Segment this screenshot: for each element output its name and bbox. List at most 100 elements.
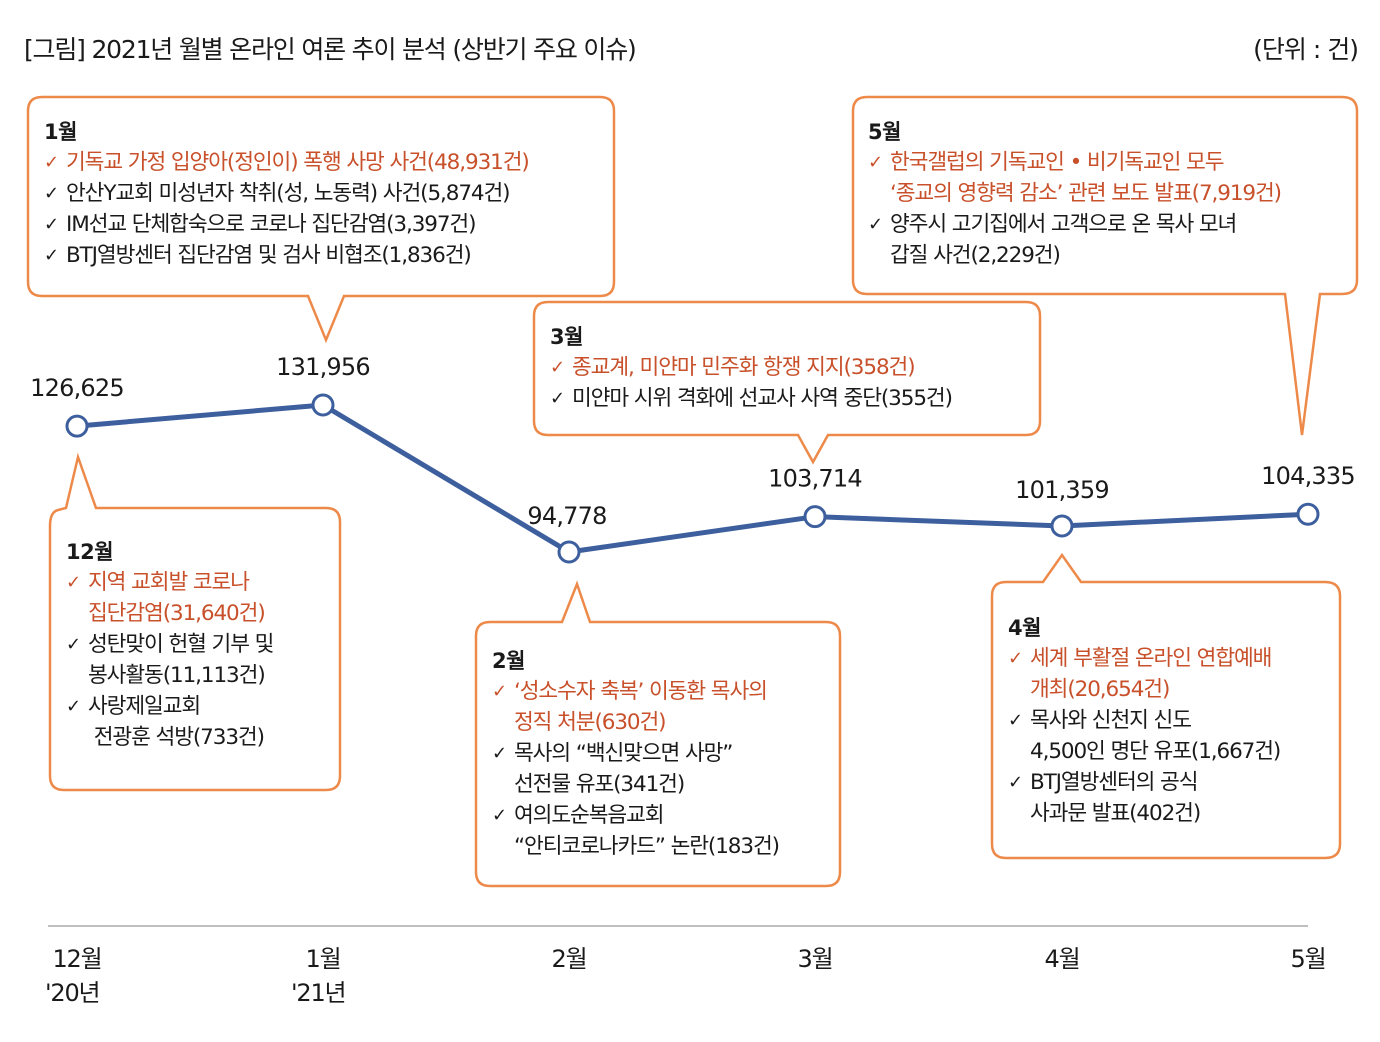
callout-item-text: 미얀마 시위 격화에 선교사 사역 중단(355건) — [572, 386, 953, 411]
data-point-marker — [1296, 502, 1320, 526]
data-label: 131,956 — [276, 353, 370, 381]
callout-bubble-dec — [48, 452, 342, 792]
callout-item-text: 세계 부활절 온라인 연합예배 — [1030, 646, 1272, 671]
callout-item-text: BTJ열방센터 집단감염 및 검사 비협조(1,836건) — [66, 243, 472, 268]
callout-mar: 3월 ✓ 종교계, 미얀마 민주화 항쟁 지지(358건) ✓ 미얀마 시위 격화에 선… — [550, 322, 953, 414]
callout-item-text: BTJ열방센터의 공식 — [1030, 770, 1199, 795]
check-icon: ✓ — [44, 245, 59, 266]
callout-item-text: 전광훈 석방(733건) — [88, 725, 265, 750]
data-point-marker — [311, 393, 335, 417]
check-icon: ✓ — [492, 743, 507, 764]
callout-month: 1월 — [44, 120, 77, 144]
check-icon: ✓ — [44, 214, 59, 235]
callout-item: ✓ 양주시 고기집에서 고객으로 온 목사 모녀 갑질 사건(2,229건) — [868, 209, 1281, 271]
data-point-marker — [65, 414, 89, 438]
check-icon: ✓ — [868, 152, 883, 173]
callout-item-text: 4,500인 명단 유포(1,667건) — [1030, 739, 1281, 764]
data-point-marker — [557, 540, 581, 564]
callout-month: 2월 — [492, 649, 525, 673]
callout-item-text: 봉사활동(11,113건) — [88, 663, 266, 688]
check-icon: ✓ — [550, 357, 565, 378]
x-tick-label: 3월 — [775, 942, 855, 976]
x-tick-year: '20년 — [45, 979, 101, 1007]
check-icon: ✓ — [44, 183, 59, 204]
x-tick-year: '21년 — [291, 979, 347, 1007]
x-tick-month: 2월 — [551, 945, 588, 973]
callout-item-highlight: ✓ 세계 부활절 온라인 연합예배 개최(20,654건) — [1008, 643, 1280, 705]
callout-item-text: 지역 교회발 코로나 — [88, 570, 250, 595]
callout-may: 5월 ✓ 한국갤럽의 기독교인 • 비기독교인 모두 ‘종교의 영향력 감소’ 관련 … — [868, 117, 1282, 271]
data-label: 94,778 — [527, 502, 606, 530]
data-label: 101,359 — [1015, 476, 1109, 504]
callout-bubble-may — [851, 95, 1359, 436]
unit-label: (단위 : 건) — [1253, 35, 1359, 64]
check-icon: ✓ — [1008, 648, 1023, 669]
callout-bubble-jan — [26, 95, 616, 344]
callout-item: ✓ 여의도순복음교회 “안티코로나카드” 논란(183건) — [492, 800, 780, 862]
callout-month: 3월 — [550, 325, 583, 349]
callout-bubble-apr — [990, 552, 1342, 860]
callout-bubble-feb — [474, 580, 842, 888]
callout-apr: 4월 ✓ 세계 부활절 온라인 연합예배 개최(20,654건) ✓ 목사와 신천지 신도… — [1008, 613, 1281, 829]
callout-item-text: 여의도순복음교회 — [514, 803, 665, 828]
callout-month: 12월 — [66, 540, 114, 564]
check-icon: ✓ — [492, 805, 507, 826]
callout-item-text: 집단감염(31,640건) — [88, 601, 266, 626]
check-icon: ✓ — [492, 681, 507, 702]
callout-item-text: IM선교 단체합숙으로 코로나 집단감염(3,397건) — [66, 212, 477, 237]
callout-item-text: 사랑제일교회 — [88, 694, 201, 719]
x-tick-label: 2월 — [529, 942, 609, 976]
callout-bubble-mar — [532, 300, 1042, 465]
data-point-marker — [1050, 514, 1074, 538]
chart-title: [그림] 2021년 월별 온라인 여론 추이 분석 (상반기 주요 이슈) — [24, 35, 637, 64]
callout-item-text: 성탄맞이 헌혈 기부 및 — [88, 632, 274, 657]
callout-item-text: 안산Y교회 미성년자 착취(성, 노동력) 사건(5,874건) — [66, 181, 511, 206]
x-tick-label: 4월 — [1022, 942, 1102, 976]
callout-item: ✓ 목사의 “백신맞으면 사망” 선전물 유포(341건) — [492, 738, 779, 800]
series-line — [76, 402, 1309, 555]
callout-item-highlight: ✓ 기독교 가정 입양아(정인이) 폭행 사망 사건(48,931건) — [44, 147, 530, 178]
callout-item-text: 갑질 사건(2,229건) — [890, 243, 1061, 268]
callout-item-text: 기독교 가정 입양아(정인이) 폭행 사망 사건(48,931건) — [66, 150, 530, 175]
callout-item-highlight: ✓ 한국갤럽의 기독교인 • 비기독교인 모두 ‘종교의 영향력 감소’ 관련 보도… — [868, 147, 1282, 209]
callout-item-text: 종교계, 미얀마 민주화 항쟁 지지(358건) — [572, 355, 916, 380]
x-tick-month: 5월 — [1290, 945, 1327, 973]
check-icon: ✓ — [550, 388, 565, 409]
callout-item-text: 목사의 “백신맞으면 사망” — [514, 741, 733, 766]
callout-item-highlight: ✓ 종교계, 미얀마 민주화 항쟁 지지(358건) — [550, 352, 952, 383]
check-icon: ✓ — [1008, 772, 1023, 793]
callout-month: 4월 — [1008, 616, 1041, 640]
data-label: 104,335 — [1261, 462, 1355, 490]
callout-item: ✓ IM선교 단체합숙으로 코로나 집단감염(3,397건) — [44, 209, 529, 240]
callout-month: 5월 — [868, 120, 901, 144]
callout-item-text: 선전물 유포(341건) — [514, 772, 685, 797]
x-tick-label: 12월 '20년 — [37, 942, 117, 1010]
check-icon: ✓ — [44, 152, 59, 173]
data-label: 126,625 — [30, 374, 124, 402]
callout-item-text: ‘종교의 영향력 감소’ 관련 보도 발표(7,919건) — [890, 181, 1282, 206]
x-tick-month: 4월 — [1044, 945, 1081, 973]
x-tick-month: 3월 — [797, 945, 834, 973]
callout-item: ✓ 사랑제일교회 전광훈 석방(733건) — [66, 691, 273, 753]
callout-item-text: 목사와 신천지 신도 — [1030, 708, 1192, 733]
callout-item-text: 사과문 발표(402건) — [1030, 801, 1201, 826]
callout-item: ✓ 안산Y교회 미성년자 착취(성, 노동력) 사건(5,874건) — [44, 178, 529, 209]
callout-item-text: 정직 처분(630건) — [514, 710, 667, 735]
x-tick-label: 5월 — [1268, 942, 1348, 976]
check-icon: ✓ — [1008, 710, 1023, 731]
check-icon: ✓ — [868, 214, 883, 235]
check-icon: ✓ — [66, 572, 81, 593]
callout-item-text: ‘성소수자 축복’ 이동환 목사의 — [514, 679, 768, 704]
data-label: 103,714 — [768, 465, 862, 493]
callout-item-text: “안티코로나카드” 논란(183건) — [514, 834, 780, 859]
check-icon: ✓ — [66, 634, 81, 655]
callout-item: ✓ BTJ열방센터 집단감염 및 검사 비협조(1,836건) — [44, 240, 529, 271]
x-tick-label: 1월 '21년 — [283, 942, 363, 1010]
